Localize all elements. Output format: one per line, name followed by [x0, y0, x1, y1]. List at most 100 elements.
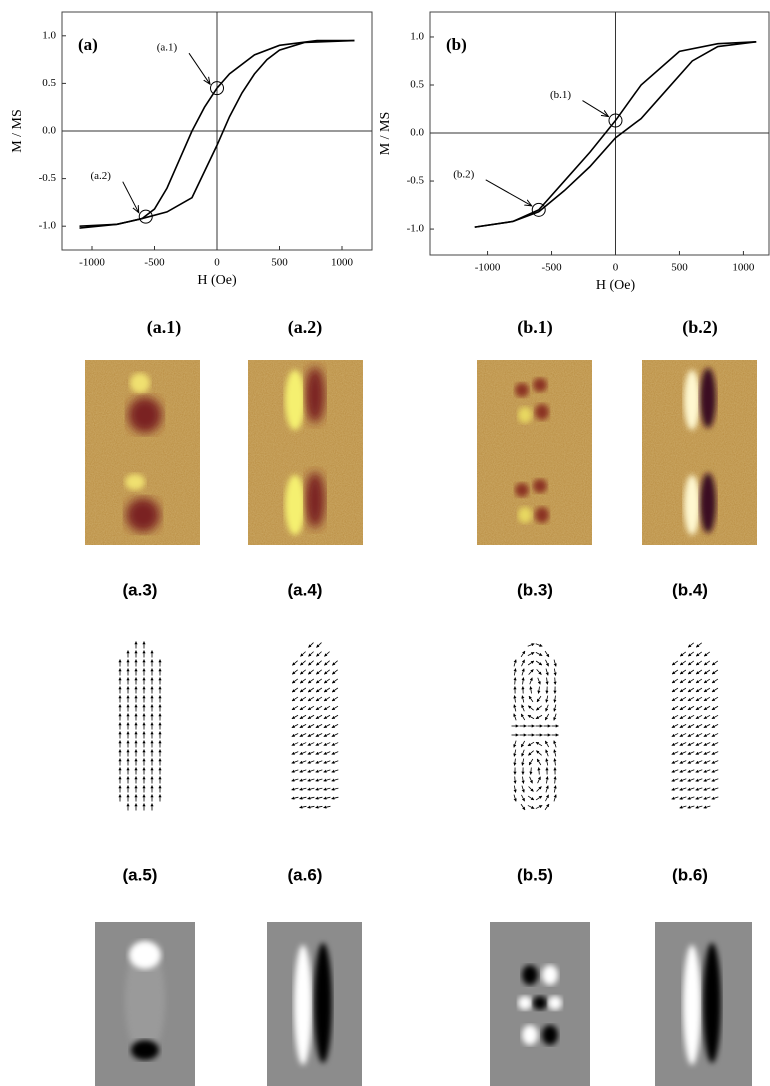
arrow: [535, 714, 543, 720]
arrow: [553, 740, 557, 748]
arrow: [323, 678, 331, 684]
arrow: [307, 724, 315, 728]
arrow: [513, 695, 517, 703]
arrow: [308, 660, 314, 666]
annotation-arrow: [122, 181, 139, 213]
arrow: [695, 742, 703, 746]
arrow: [687, 660, 695, 666]
image-label: (b.5): [517, 865, 553, 884]
arrow: [687, 678, 695, 684]
arrow: [536, 750, 542, 756]
x-axis-label: H (Oe): [596, 278, 636, 293]
arrow: [291, 705, 299, 711]
arrow: [513, 677, 517, 685]
arrow: [315, 796, 323, 800]
panel-label: (b): [446, 35, 467, 54]
arrow: [307, 742, 315, 746]
arrow: [703, 669, 711, 675]
arrow: [695, 778, 703, 782]
arrow: [679, 760, 687, 764]
arrow: [553, 749, 557, 757]
arrow: [679, 796, 687, 800]
arrow: [671, 696, 679, 702]
arrow: [679, 742, 687, 746]
arrow: [315, 805, 323, 809]
arrow: [687, 796, 695, 800]
arrow: [711, 696, 719, 702]
arrow: [299, 733, 307, 737]
arrow: [331, 787, 339, 791]
annotation-marker: [138, 209, 153, 224]
x-tick-label: 500: [671, 262, 688, 274]
arrow: [307, 705, 315, 711]
arrow: [528, 750, 534, 756]
arrow: [537, 677, 541, 685]
arrow: [331, 742, 339, 746]
image-label: (b.1): [517, 317, 553, 338]
arrow: [291, 724, 299, 728]
arrow: [553, 794, 557, 802]
image-label: (a.6): [288, 865, 323, 884]
arrow: [711, 796, 719, 800]
image-label: (a.1): [147, 317, 182, 338]
arrow: [323, 714, 331, 720]
arrow: [520, 740, 526, 748]
annotation-marker: [531, 202, 546, 217]
arrow: [711, 714, 719, 720]
arrow: [291, 714, 299, 720]
arrow: [521, 695, 525, 703]
arrow: [307, 751, 315, 755]
arrow: [671, 796, 679, 800]
annotation-marker: [210, 81, 224, 96]
mfm-a1: [85, 360, 200, 545]
arrow: [299, 714, 307, 720]
arrow: [324, 660, 330, 666]
arrow: [553, 695, 557, 703]
arrow: [553, 776, 557, 784]
arrow: [520, 713, 526, 721]
arrow: [513, 758, 517, 766]
y-axis-label: M / MS: [378, 112, 393, 156]
arrow: [545, 668, 549, 676]
arrow: [695, 687, 703, 693]
arrow: [671, 760, 679, 764]
arrow: [513, 713, 517, 721]
arrow: [545, 785, 549, 793]
arrow: [711, 678, 719, 684]
arrow: [527, 741, 535, 747]
arrow: [521, 677, 525, 685]
arrow: [292, 660, 298, 666]
arrow: [331, 760, 339, 764]
arrow: [331, 687, 339, 693]
arrow: [299, 687, 307, 693]
arrow: [323, 787, 331, 791]
arrow: [299, 769, 307, 773]
sim-b5: [490, 922, 590, 1086]
arrow: [299, 760, 307, 764]
mfm-b1: [477, 360, 592, 545]
arrow: [528, 695, 534, 703]
annotation-label: (a.1): [157, 42, 178, 54]
arrow: [323, 796, 331, 800]
arrow: [323, 778, 331, 782]
y-tick-label: 0.0: [410, 127, 424, 139]
arrow: [553, 785, 557, 793]
arrow: [513, 740, 517, 748]
x-tick-label: 1000: [331, 257, 354, 269]
arrow: [307, 669, 314, 675]
arrow: [315, 678, 323, 684]
arrow: [308, 642, 314, 648]
arrow: [323, 696, 331, 702]
arrow: [315, 687, 323, 693]
arrow: [513, 785, 517, 793]
arrow: [679, 651, 687, 657]
arrow: [544, 650, 550, 658]
y-tick-label: 0.5: [410, 79, 424, 91]
arrow: [687, 760, 695, 764]
arrow: [703, 714, 711, 720]
arrow: [695, 642, 702, 648]
arrow: [299, 742, 307, 746]
arrow: [703, 724, 711, 728]
arrow: [703, 696, 711, 702]
x-tick-label: 0: [613, 262, 619, 274]
